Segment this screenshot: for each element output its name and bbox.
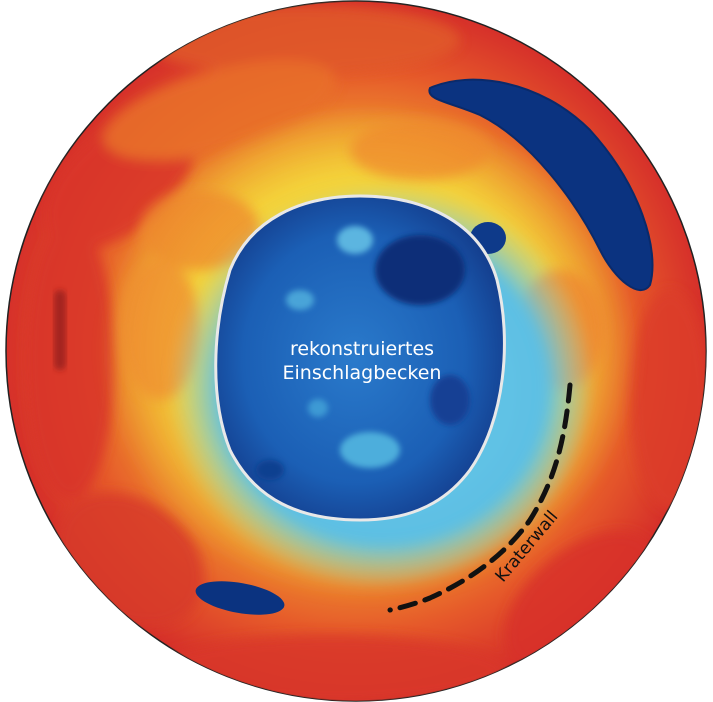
crater-wall-line (387, 382, 573, 613)
dark-blue-feature-northeast (428, 78, 654, 291)
outer-red-ring (25, 5, 706, 701)
dark-blue-feature-southwest (195, 581, 285, 615)
basin-texture (256, 226, 470, 480)
basin-label-line1: rekonstruiertes (290, 338, 434, 360)
basin-label-line2: Einschlagbecken (283, 362, 442, 384)
